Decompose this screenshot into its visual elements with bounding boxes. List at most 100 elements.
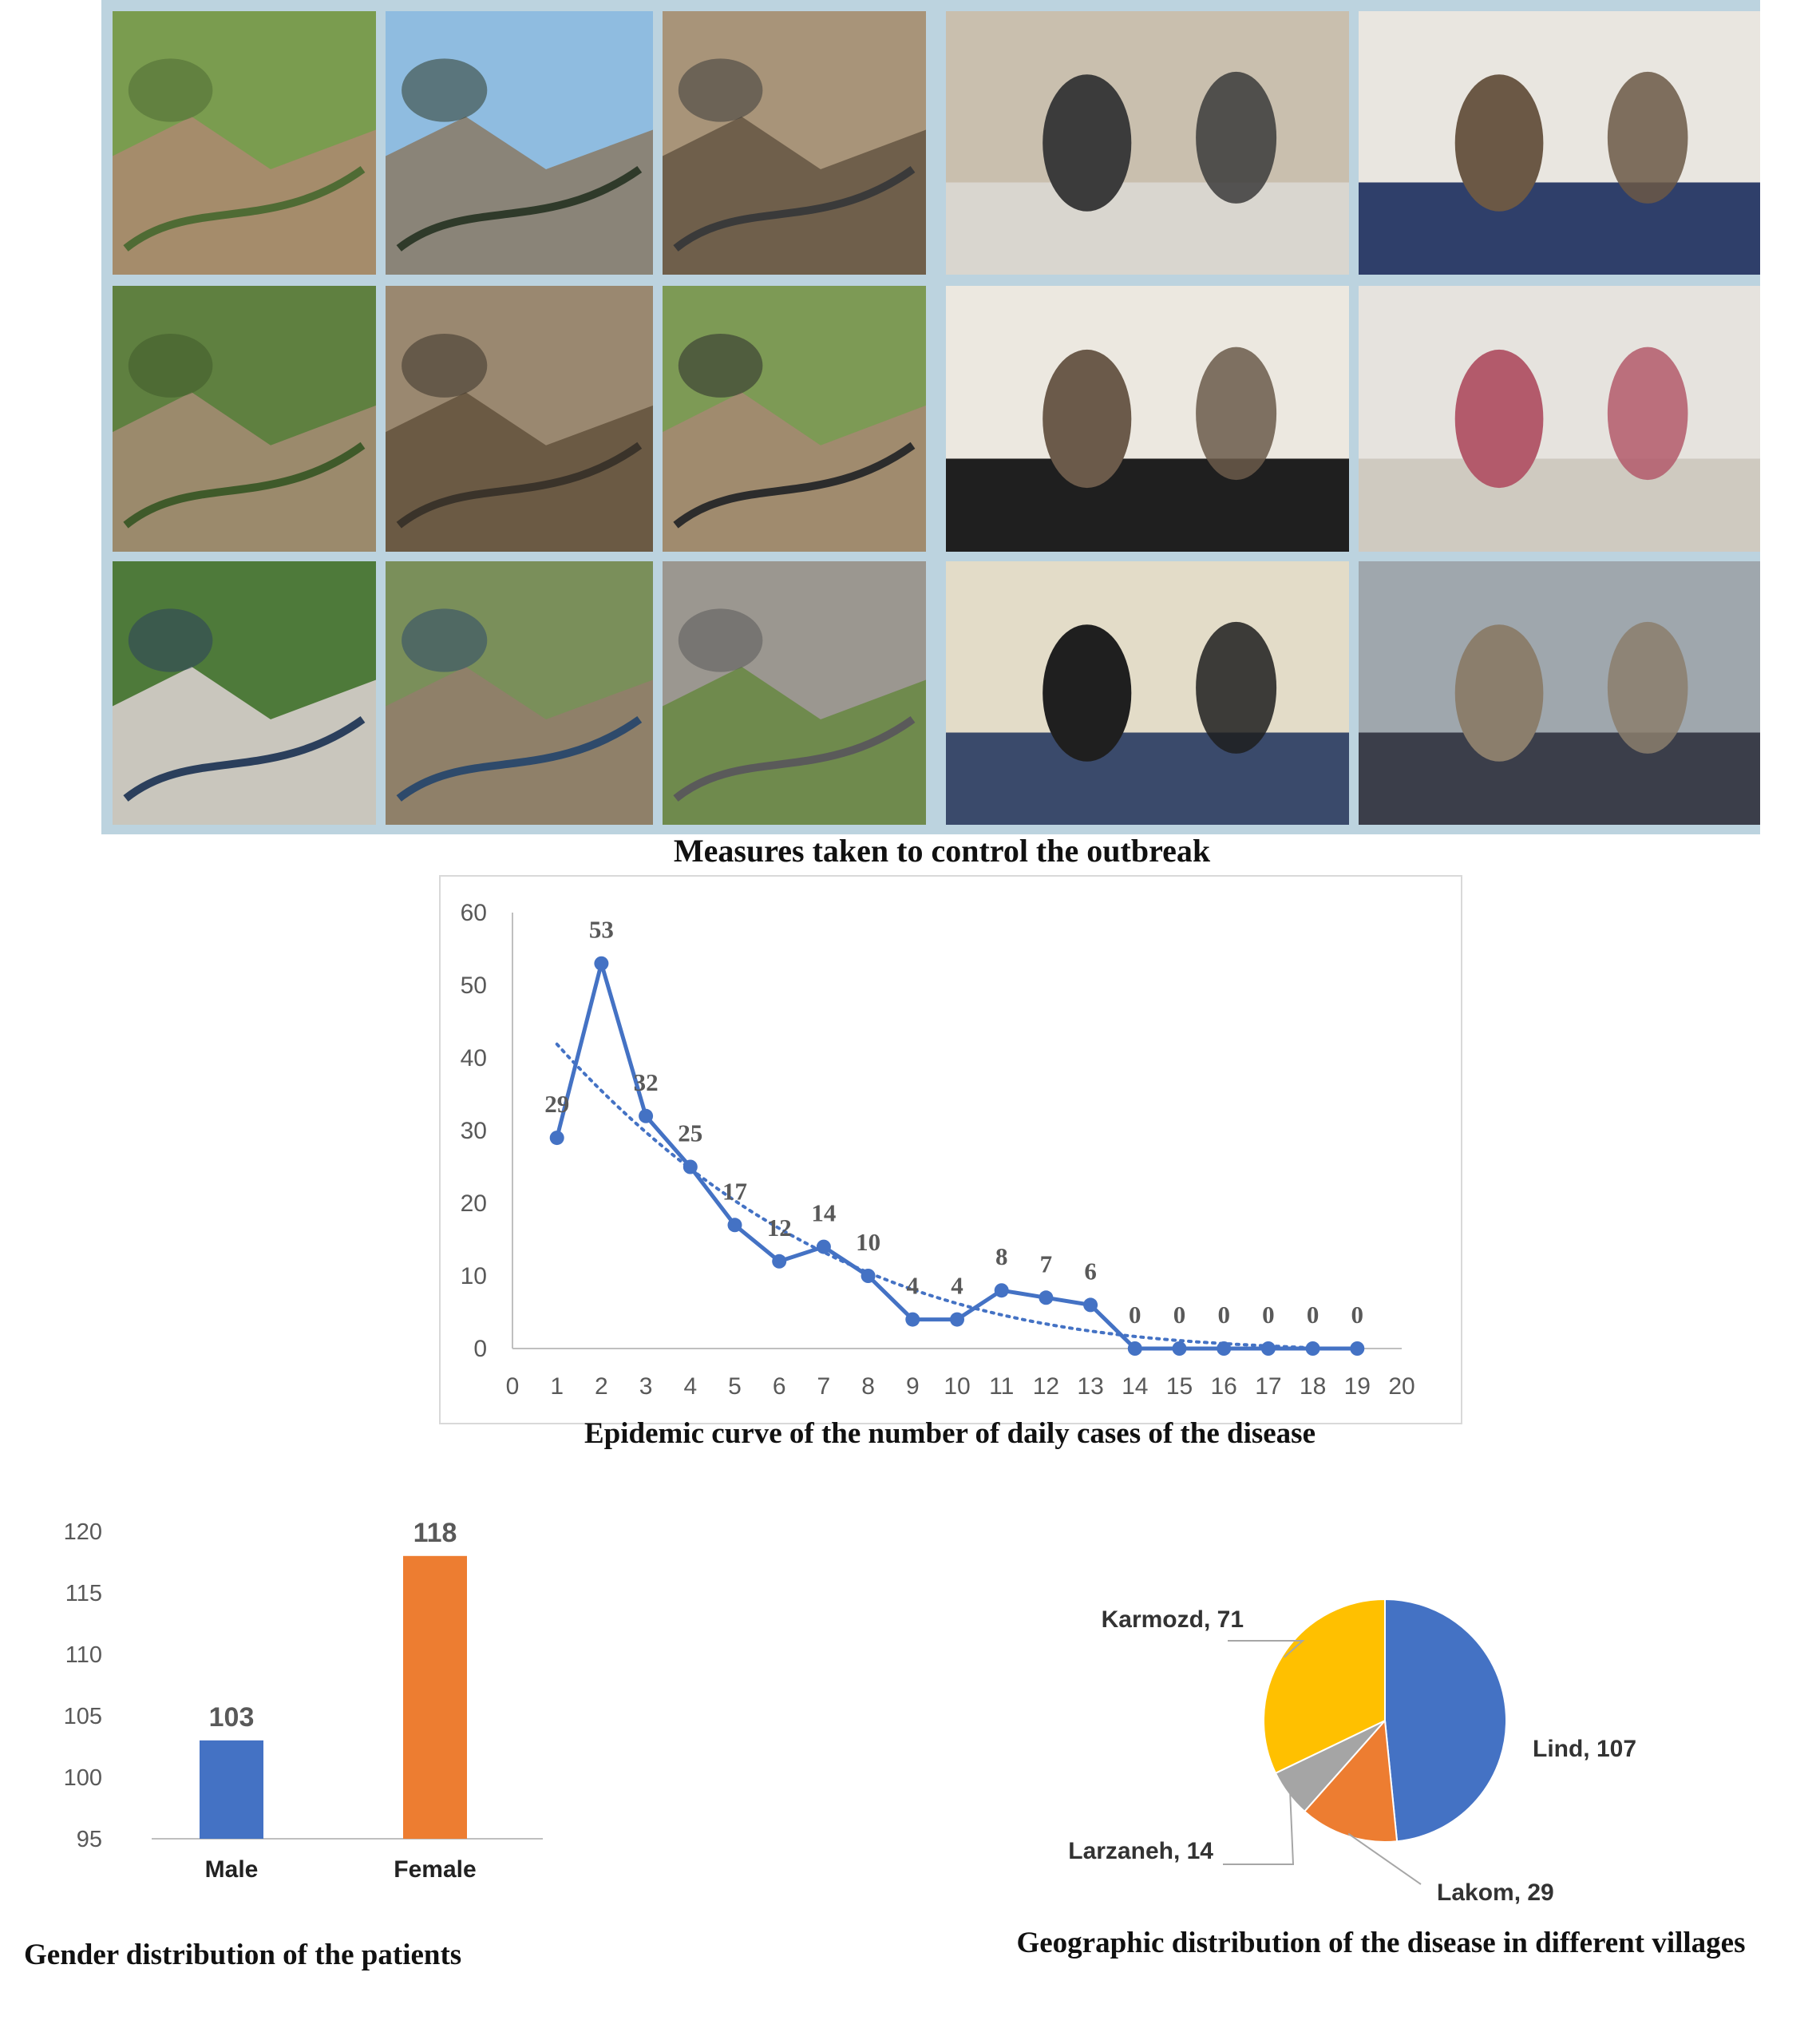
data-point xyxy=(594,956,609,971)
x-tick-label: 19 xyxy=(1344,1373,1371,1400)
pipes-on-dirt-slope-photo xyxy=(663,11,926,275)
y-tick-label: 105 xyxy=(64,1704,102,1729)
data-label: 118 xyxy=(413,1518,457,1548)
pipes-on-dirt-slope-image xyxy=(663,11,926,275)
clinic-desk-consultation-image xyxy=(946,561,1349,825)
x-tick-label: 12 xyxy=(1033,1373,1059,1400)
data-point xyxy=(1083,1297,1098,1313)
x-tick-label: 16 xyxy=(1211,1373,1237,1400)
health-worker-at-table-image xyxy=(1359,11,1760,275)
collage-caption: Measures taken to control the outbreak xyxy=(673,833,1211,869)
data-label: 6 xyxy=(1084,1257,1097,1285)
data-label: 0 xyxy=(1173,1301,1186,1329)
y-tick-label: 120 xyxy=(64,1519,102,1545)
x-tick-label: 8 xyxy=(861,1373,875,1400)
bar-male xyxy=(200,1740,263,1839)
hillside-with-pipes-photo xyxy=(663,286,926,552)
data-label: 0 xyxy=(1307,1301,1320,1329)
data-label: 53 xyxy=(589,916,614,944)
x-tick-label: 6 xyxy=(773,1373,786,1400)
data-point xyxy=(1305,1341,1320,1356)
hillside-with-pipes-image xyxy=(663,286,926,552)
gender-bar-chart: 95 100 105 110 115 120 103 Male 118 Female xyxy=(64,1518,543,1883)
broken-pipes-on-slope-image xyxy=(386,286,653,552)
data-point xyxy=(1217,1341,1232,1356)
x-tick-label: 9 xyxy=(906,1373,920,1400)
data-label: 0 xyxy=(1129,1301,1141,1329)
data-label: 17 xyxy=(722,1177,747,1205)
data-label: 0 xyxy=(1262,1301,1275,1329)
data-point xyxy=(727,1218,742,1233)
data-label: 0 xyxy=(1217,1301,1230,1329)
slice-lakom xyxy=(1303,1718,1399,1843)
data-point xyxy=(549,1131,564,1146)
y-tick-label: 110 xyxy=(65,1642,102,1668)
x-tick-label: 18 xyxy=(1300,1373,1326,1400)
villager-by-stone-wall-photo xyxy=(1359,561,1760,825)
data-point xyxy=(1350,1341,1365,1356)
category-label: Male xyxy=(205,1856,259,1883)
data-label: 10 xyxy=(856,1228,880,1256)
x-tick-label: 7 xyxy=(817,1373,831,1400)
x-tick-label: 1 xyxy=(550,1373,564,1400)
slice-karmozd xyxy=(1263,1598,1386,1775)
people-in-village-lane-image xyxy=(946,11,1349,275)
data-point xyxy=(772,1254,787,1269)
patient-on-iv-drip-image xyxy=(1359,286,1760,552)
x-tick-label: 3 xyxy=(639,1373,653,1400)
pipes-in-stream-image xyxy=(386,561,653,825)
concrete-tank-wall-image xyxy=(663,561,926,825)
x-tick-label: 17 xyxy=(1255,1373,1281,1400)
people-on-water-reservoir-photo xyxy=(386,11,653,275)
data-label: 103 xyxy=(209,1702,255,1733)
epidemic-curve-title: Epidemic curve of the number of daily ca… xyxy=(584,1417,1316,1450)
data-label: 12 xyxy=(767,1214,792,1242)
gender-chart-title: Gender distribution of the patients xyxy=(24,1939,462,1971)
water-tank-with-pipes-photo xyxy=(113,11,376,275)
trend-line xyxy=(555,1042,1359,1350)
people-on-water-reservoir-image xyxy=(386,11,653,275)
data-point xyxy=(905,1312,920,1327)
data-point xyxy=(682,1159,698,1174)
photo-collage xyxy=(101,0,1760,834)
data-point xyxy=(816,1239,831,1254)
x-tick-label: 15 xyxy=(1166,1373,1193,1400)
people-inspecting-tank-photo xyxy=(113,561,376,825)
data-point xyxy=(1127,1341,1142,1356)
y-tick-label: 40 xyxy=(461,1045,487,1071)
data-label: 25 xyxy=(678,1119,702,1147)
overgrown-stream-bed-photo xyxy=(113,286,376,552)
village-pie-chart: Lind, 107 Lakom, 29 Larzaneh, 14 Karmozd, 7… xyxy=(1068,1598,1636,1906)
village-chart-title: Geographic distribution of the disease i… xyxy=(1016,1927,1746,1959)
leader-line xyxy=(1223,1792,1295,1865)
leader-line xyxy=(1347,1832,1422,1885)
x-tick-label: 0 xyxy=(506,1373,520,1400)
slice-lind xyxy=(1384,1598,1507,1843)
y-tick-label: 30 xyxy=(461,1118,487,1144)
y-tick-label: 0 xyxy=(473,1336,487,1362)
y-tick-label: 20 xyxy=(461,1190,487,1217)
data-label: 4 xyxy=(907,1272,920,1300)
y-tick-label: 115 xyxy=(65,1581,102,1606)
data-point xyxy=(639,1108,654,1123)
data-label: 7 xyxy=(1040,1250,1053,1277)
broken-pipes-on-slope-photo xyxy=(386,286,653,552)
x-tick-label: 11 xyxy=(989,1373,1014,1400)
pipes-in-stream-photo xyxy=(386,561,653,825)
epidemic-curve-frame: 0 10 20 30 40 50 60 0 1 2 3 4 5 6 7 8 9 10 11 12 13 14 15 16 17 1… xyxy=(439,875,1462,1424)
data-label: 8 xyxy=(995,1242,1008,1270)
slice-label: Lind, 107 xyxy=(1533,1736,1636,1762)
slice-label: Lakom, 29 xyxy=(1437,1879,1554,1906)
data-label: 0 xyxy=(1351,1301,1364,1329)
x-tick-label: 20 xyxy=(1388,1373,1414,1400)
data-label: 4 xyxy=(951,1272,963,1300)
data-point xyxy=(1172,1341,1187,1356)
data-point xyxy=(994,1283,1009,1298)
y-tick-label: 50 xyxy=(461,972,487,999)
slice-label: Larzaneh, 14 xyxy=(1068,1838,1213,1864)
leader-line xyxy=(1228,1640,1305,1658)
x-tick-label: 10 xyxy=(944,1373,970,1400)
patients-in-clinic-image xyxy=(946,286,1349,552)
concrete-tank-wall-photo xyxy=(663,561,926,825)
